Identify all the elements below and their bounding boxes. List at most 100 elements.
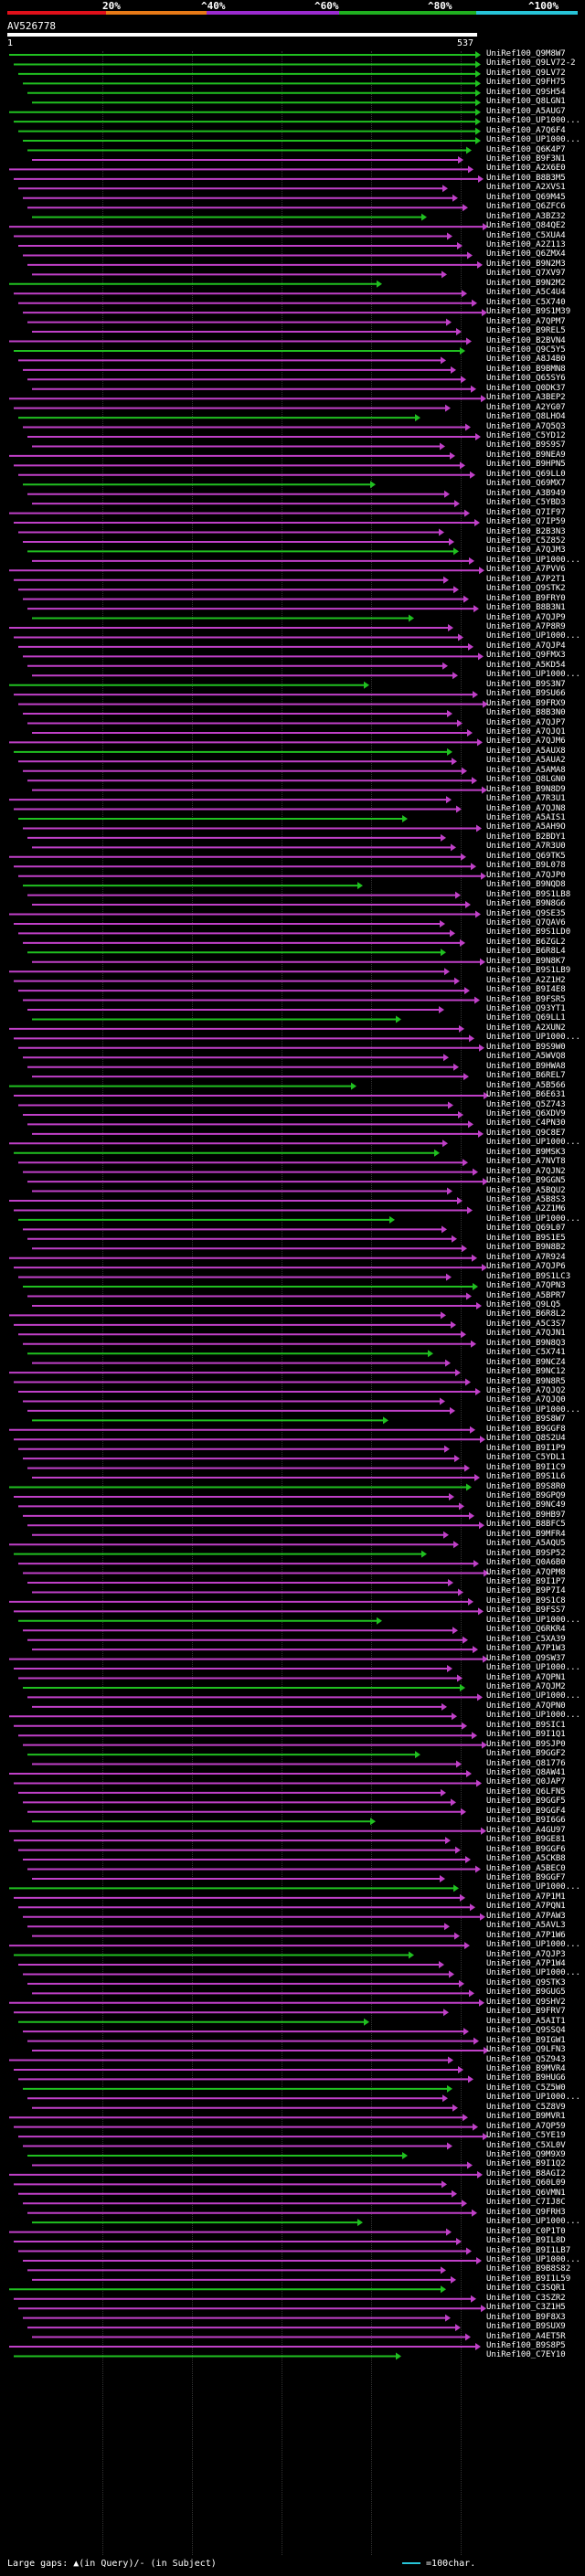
hit-label[interactable]: UniRef100_Q7XV97 xyxy=(486,269,566,279)
hit-label[interactable]: UniRef100_Q69LL1 xyxy=(486,1013,566,1023)
hit-label[interactable]: UniRef100_B9FRV7 xyxy=(486,2007,566,2017)
hit-label[interactable]: UniRef100_Q5Z743 xyxy=(486,1099,566,1109)
hit-label[interactable]: UniRef100_UP1000... xyxy=(486,1711,580,1721)
hit-label[interactable]: UniRef100_A7QJM3 xyxy=(486,546,566,556)
hit-label[interactable]: UniRef100_B9NC12 xyxy=(486,1367,566,1377)
hit-label[interactable]: UniRef100_Q9M8W7 xyxy=(486,49,566,58)
hit-label[interactable]: UniRef100_B6REL7 xyxy=(486,1071,566,1081)
hit-label[interactable]: UniRef100_A7QJP7 xyxy=(486,717,566,727)
hit-label[interactable]: UniRef100_A5BQU2 xyxy=(486,1185,566,1195)
hit-label[interactable]: UniRef100_B9B8S82 xyxy=(486,2264,571,2274)
hit-label[interactable]: UniRef100_Q69TK5 xyxy=(486,851,566,861)
hit-label[interactable]: UniRef100_A7NVT8 xyxy=(486,1157,566,1167)
hit-label[interactable]: UniRef100_A5AUX8 xyxy=(486,746,566,756)
hit-label[interactable]: UniRef100_B9S9S7 xyxy=(486,440,566,451)
hit-label[interactable]: UniRef100_B9GGF2 xyxy=(486,1749,566,1759)
hit-label[interactable]: UniRef100_A7PAW3 xyxy=(486,1911,566,1921)
hit-label[interactable]: UniRef100_B9F8X3 xyxy=(486,2312,566,2322)
hit-label[interactable]: UniRef100_A7QJN1 xyxy=(486,1329,566,1339)
hit-label[interactable]: UniRef100_A7QJM2 xyxy=(486,1681,566,1691)
hit-label[interactable]: UniRef100_Q9FH75 xyxy=(486,78,566,88)
hit-label[interactable]: UniRef100_C3SQR1 xyxy=(486,2284,566,2294)
hit-label[interactable]: UniRef100_A7QJQ1 xyxy=(486,726,566,737)
hit-label[interactable]: UniRef100_B9GGF6 xyxy=(486,1844,566,1854)
hit-label[interactable]: UniRef100_B2BVN4 xyxy=(486,335,566,345)
hit-label[interactable]: UniRef100_B9I1P9 xyxy=(486,1443,566,1453)
hit-label[interactable]: UniRef100_A5C4U4 xyxy=(486,288,566,298)
hit-label[interactable]: UniRef100_A7QJQ0 xyxy=(486,1395,566,1405)
hit-label[interactable]: UniRef100_B9SIC1 xyxy=(486,1720,566,1730)
hit-label[interactable]: UniRef100_B9SUX9 xyxy=(486,2322,566,2332)
hit-label[interactable]: UniRef100_B9SP52 xyxy=(486,1548,566,1558)
hit-label[interactable]: UniRef100_A7QJN2 xyxy=(486,1166,566,1176)
hit-label[interactable]: UniRef100_A5CKB8 xyxy=(486,1854,566,1864)
hit-label[interactable]: UniRef100_Q8LGN1 xyxy=(486,97,566,107)
hit-label[interactable]: UniRef100_Q7IP59 xyxy=(486,517,566,527)
hit-label[interactable]: UniRef100_B9GGF8 xyxy=(486,1424,566,1434)
hit-label[interactable]: UniRef100_C5X740 xyxy=(486,297,566,307)
hit-label[interactable]: UniRef100_A7QJP4 xyxy=(486,641,566,651)
hit-label[interactable]: UniRef100_B9I1C9 xyxy=(486,1462,566,1472)
hit-label[interactable]: UniRef100_Q6VMN1 xyxy=(486,2188,566,2198)
hit-label[interactable]: UniRef100_UP1000... xyxy=(486,2254,580,2264)
hit-label[interactable]: UniRef100_A4GU97 xyxy=(486,1825,566,1835)
hit-label[interactable]: UniRef100_Q7IF97 xyxy=(486,507,566,517)
hit-label[interactable]: UniRef100_B9MSK3 xyxy=(486,1147,566,1157)
hit-label[interactable]: UniRef100_B9FSS7 xyxy=(486,1606,566,1616)
hit-label[interactable]: UniRef100_C4PN30 xyxy=(486,1118,566,1129)
hit-label[interactable]: UniRef100_B9S8W7 xyxy=(486,1415,566,1425)
hit-label[interactable]: UniRef100_A5AQU5 xyxy=(486,1539,566,1549)
hit-label[interactable]: UniRef100_A7P1W4 xyxy=(486,1959,566,1968)
hit-label[interactable]: UniRef100_Q0JAP7 xyxy=(486,1777,566,1787)
hit-label[interactable]: UniRef100_B9IGW1 xyxy=(486,2035,566,2045)
hit-label[interactable]: UniRef100_Q9SH54 xyxy=(486,87,566,97)
hit-label[interactable]: UniRef100_B9N2M3 xyxy=(486,259,566,269)
hit-label[interactable]: UniRef100_B2B3N3 xyxy=(486,526,566,536)
hit-label[interactable]: UniRef100_C0P1T0 xyxy=(486,2226,566,2236)
hit-label[interactable]: UniRef100_B6R8L2 xyxy=(486,1309,566,1320)
hit-label[interactable]: UniRef100_B9S1M39 xyxy=(486,307,571,317)
hit-label[interactable]: UniRef100_A7P1W3 xyxy=(486,1644,566,1654)
hit-label[interactable]: UniRef100_Q9C5Y5 xyxy=(486,345,566,355)
hit-label[interactable]: UniRef100_C5XA39 xyxy=(486,1634,566,1644)
hit-label[interactable]: UniRef100_Q9LFN3 xyxy=(486,2045,566,2055)
hit-label[interactable]: UniRef100_A5AUA2 xyxy=(486,756,566,766)
hit-label[interactable]: UniRef100_A2YG07 xyxy=(486,402,566,412)
hit-label[interactable]: UniRef100_B9HPN5 xyxy=(486,460,566,470)
hit-label[interactable]: UniRef100_UP1000... xyxy=(486,2093,580,2103)
hit-label[interactable]: UniRef100_UP1000... xyxy=(486,1663,580,1673)
hit-label[interactable]: UniRef100_Q0A6B0 xyxy=(486,1558,566,1568)
hit-label[interactable]: UniRef100_B9HB97 xyxy=(486,1510,566,1520)
hit-label[interactable]: UniRef100_Q9STK3 xyxy=(486,1977,566,1988)
hit-label[interactable]: UniRef100_Q9C8E7 xyxy=(486,1128,566,1138)
hit-label[interactable]: UniRef100_Q69MX7 xyxy=(486,479,566,489)
hit-label[interactable]: UniRef100_Q65SY6 xyxy=(486,374,566,384)
hit-label[interactable]: UniRef100_Q8S2U4 xyxy=(486,1434,566,1444)
hit-label[interactable]: UniRef100_A7QJP0 xyxy=(486,870,566,880)
hit-label[interactable]: UniRef100_Q6ZFC6 xyxy=(486,202,566,212)
hit-label[interactable]: UniRef100_A4ET5R xyxy=(486,2331,566,2341)
hit-label[interactable]: UniRef100_B9NCZ4 xyxy=(486,1357,566,1367)
hit-label[interactable]: UniRef100_Q5Z943 xyxy=(486,2054,566,2064)
hit-label[interactable]: UniRef100_A5B566 xyxy=(486,1080,566,1090)
hit-label[interactable]: UniRef100_Q60L09 xyxy=(486,2178,566,2189)
hit-label[interactable]: UniRef100_UP1000... xyxy=(486,1940,580,1950)
hit-label[interactable]: UniRef100_A5B8S3 xyxy=(486,1195,566,1204)
hit-label[interactable]: UniRef100_Q6K4P7 xyxy=(486,144,566,154)
hit-label[interactable]: UniRef100_A7P2T1 xyxy=(486,574,566,584)
hit-label[interactable]: UniRef100_Q9SE35 xyxy=(486,908,566,918)
hit-label[interactable]: UniRef100_Q9SW37 xyxy=(486,1653,566,1663)
hit-label[interactable]: UniRef100_C5XL0V xyxy=(486,2140,566,2150)
hit-label[interactable]: UniRef100_Q9STK2 xyxy=(486,584,566,594)
hit-label[interactable]: UniRef100_B9I1Q2 xyxy=(486,2159,566,2169)
hit-label[interactable]: UniRef100_Q84QE2 xyxy=(486,221,566,231)
hit-label[interactable]: UniRef100_B6E631 xyxy=(486,1090,566,1100)
hit-label[interactable]: UniRef100_B9GUG5 xyxy=(486,1988,566,1998)
hit-label[interactable]: UniRef100_Q9M9X9 xyxy=(486,2150,566,2159)
hit-label[interactable]: UniRef100_A7QPN0 xyxy=(486,1701,566,1711)
hit-label[interactable]: UniRef100_A7QPN3 xyxy=(486,1281,566,1291)
hit-label[interactable]: UniRef100_A7R924 xyxy=(486,1252,566,1262)
hit-label[interactable]: UniRef100_Q8LGN0 xyxy=(486,775,566,785)
hit-label[interactable]: UniRef100_B9P7I4 xyxy=(486,1586,566,1596)
hit-label[interactable]: UniRef100_A5AH9O xyxy=(486,822,566,832)
